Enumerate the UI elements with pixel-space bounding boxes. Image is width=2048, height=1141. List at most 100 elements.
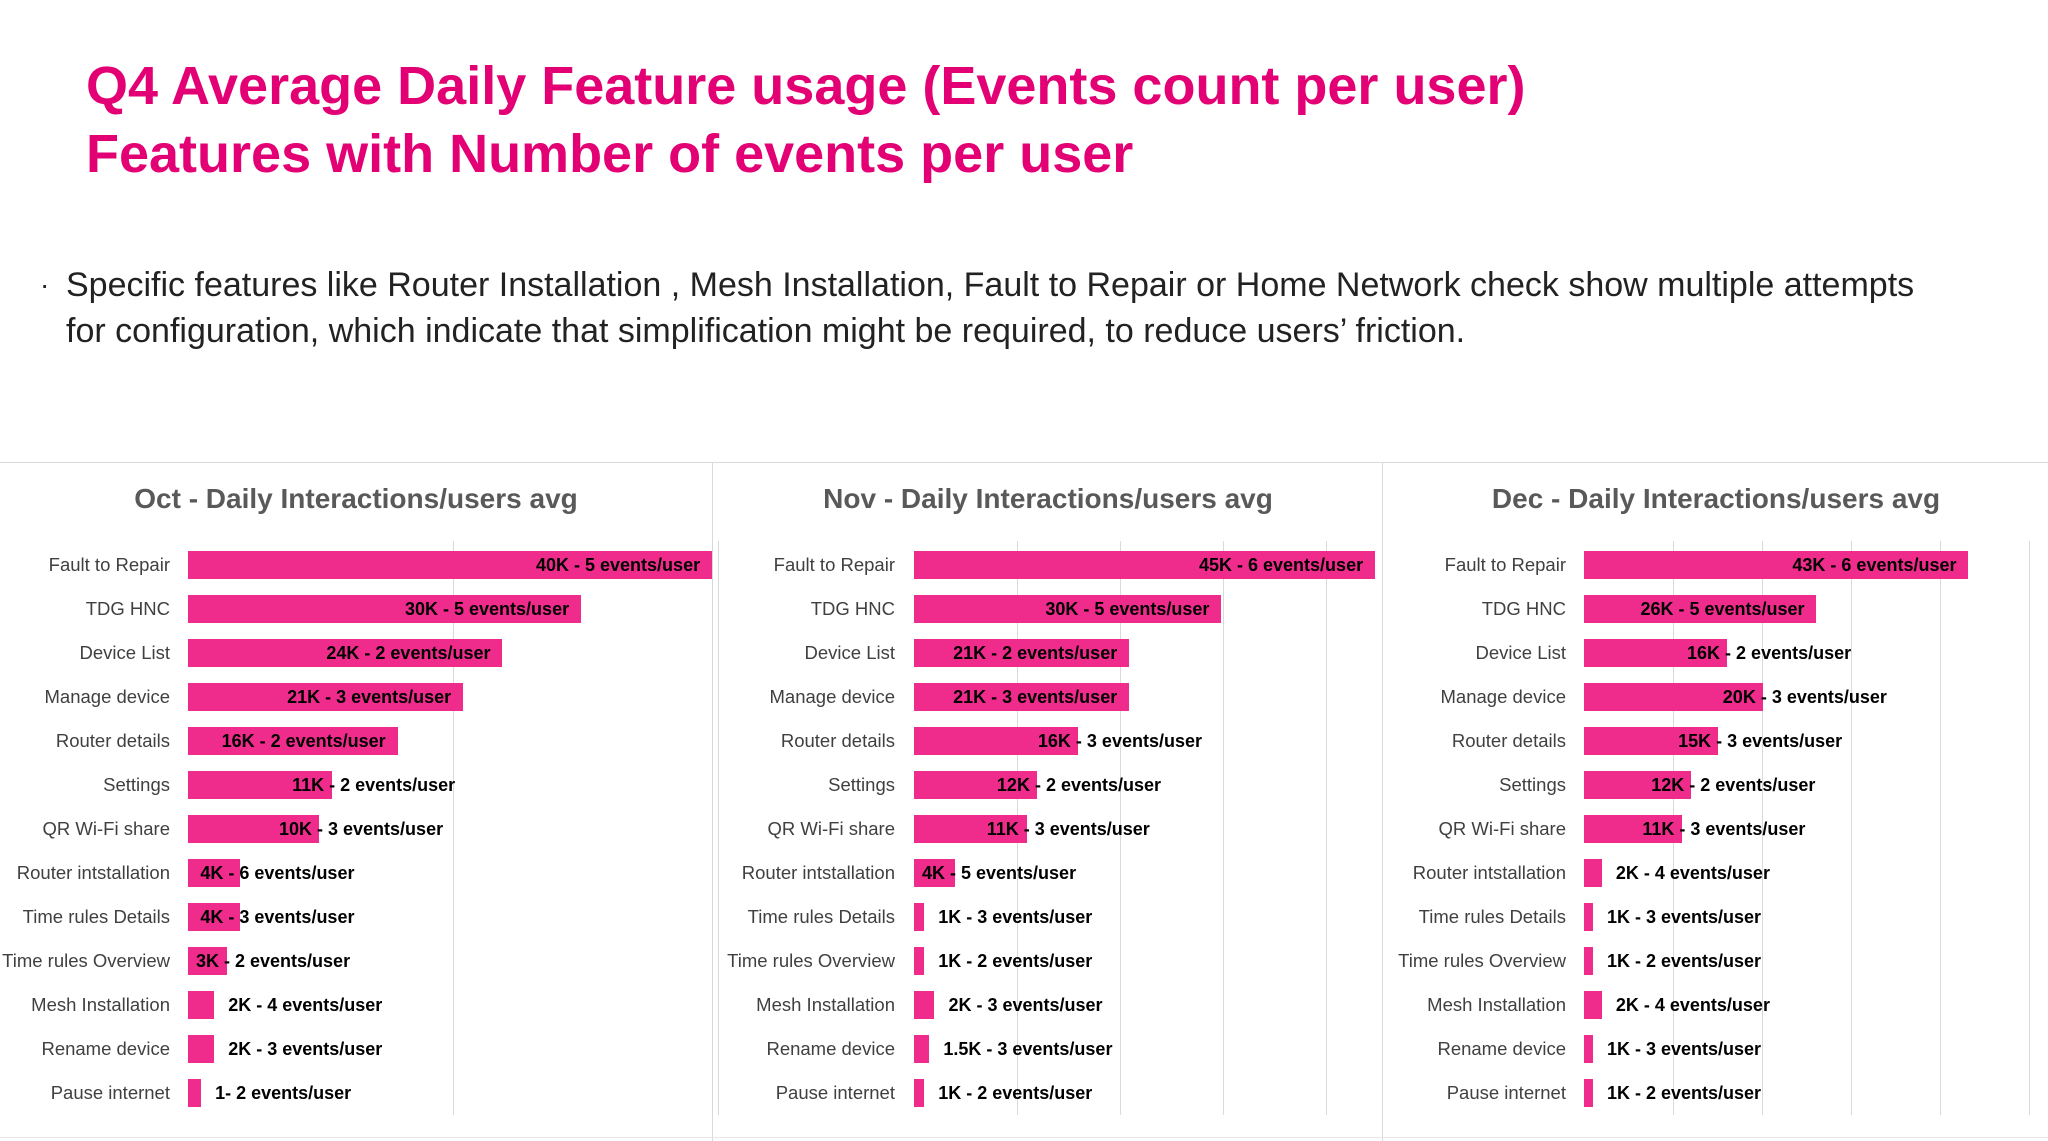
- data-label: 11K - 3 events/user: [986, 819, 1150, 839]
- data-label: 21K - 3 events/user: [953, 687, 1118, 707]
- gridline: [1120, 541, 1121, 1115]
- bar: [1584, 947, 1593, 975]
- category-label: Settings: [828, 774, 895, 795]
- bar: [914, 991, 935, 1019]
- category-label: Router intstallation: [16, 862, 170, 883]
- data-label: 1.5K - 3 events/user: [943, 1039, 1113, 1059]
- category-label: Rename device: [1437, 1038, 1566, 1059]
- category-label: QR Wi-Fi share: [1438, 818, 1566, 839]
- charts-area: Oct - Daily Interactions/users avg Fault…: [0, 462, 2048, 1141]
- bar: [914, 551, 1375, 579]
- bar: [914, 1035, 930, 1063]
- data-label: 30K - 5 events/user: [1045, 599, 1210, 619]
- data-label: 1K - 2 events/user: [938, 1083, 1093, 1103]
- bullet-text: Specific features like Router Installati…: [66, 266, 1915, 350]
- data-label: 1K - 3 events/user: [938, 907, 1093, 927]
- chart-plot: Fault to Repair 43K - 6 events/user TDG HN…: [1383, 463, 2048, 1141]
- gridline: [1851, 541, 1852, 1115]
- data-label: 2K - 4 events/user: [1615, 995, 1770, 1015]
- bar: [1584, 727, 1719, 755]
- bar: [188, 683, 464, 711]
- data-label: 1K - 3 events/user: [1606, 1039, 1762, 1059]
- data-label: 24K - 2 events/user: [326, 643, 491, 663]
- bar: [188, 1035, 215, 1063]
- category-label: Manage device: [769, 686, 895, 707]
- data-label: 40K - 5 events/user: [536, 555, 701, 575]
- chart-title: Dec - Daily Interactions/users avg: [1491, 483, 1941, 514]
- data-label: 1K - 2 events/user: [938, 951, 1093, 971]
- bar: [914, 771, 1037, 799]
- chart-dec: Dec - Daily Interactions/users avg Fault…: [1382, 463, 2048, 1141]
- gridline: [1762, 541, 1763, 1115]
- bar: [188, 639, 503, 667]
- gridline: [1326, 541, 1327, 1115]
- category-label: Rename device: [766, 1038, 895, 1059]
- bar: [188, 903, 241, 931]
- bottom-divider: [0, 1137, 2048, 1138]
- chart-title: Oct - Daily Interactions/users avg: [134, 483, 578, 514]
- bar: [914, 727, 1078, 755]
- gridline: [453, 541, 454, 1115]
- bar: [914, 815, 1027, 843]
- category-label: Router details: [1451, 730, 1566, 751]
- bar: [1584, 551, 1969, 579]
- chart-nov: Nov - Daily Interactions/users avg Fault…: [712, 463, 1383, 1141]
- bullet-icon: ·: [40, 269, 50, 300]
- data-label: 45K - 6 events/user: [1199, 555, 1364, 575]
- category-label: Settings: [1499, 774, 1566, 795]
- chart-plot: Fault to Repair 45K - 6 events/user TDG HN…: [713, 463, 1383, 1141]
- category-label: QR Wi-Fi share: [42, 818, 170, 839]
- slide-title-line-2: Features with Number of events per user: [86, 124, 1134, 184]
- category-label: Device List: [804, 642, 895, 663]
- bar: [914, 947, 925, 975]
- data-label: 2K - 4 events/user: [228, 995, 383, 1015]
- chart-plot: Fault to Repair 40K - 5 events/user TDG HN…: [0, 463, 719, 1141]
- category-label: Mesh Installation: [1427, 994, 1566, 1015]
- category-label: Mesh Installation: [756, 994, 895, 1015]
- data-label: 3K - 2 events/user: [196, 951, 351, 971]
- category-label: Fault to Repair: [48, 554, 170, 575]
- data-label: 16K - 3 events/user: [1037, 731, 1202, 751]
- category-label: Device List: [79, 642, 170, 663]
- bar: [1584, 1079, 1593, 1107]
- bar: [188, 1079, 202, 1107]
- category-label: Time rules Details: [747, 906, 895, 927]
- category-label: Router details: [55, 730, 170, 751]
- data-label: 12K - 2 events/user: [1651, 775, 1816, 795]
- data-label: 15K - 3 events/user: [1678, 731, 1843, 751]
- bar: [188, 859, 241, 887]
- category-label: Time rules Overview: [727, 950, 895, 971]
- category-label: Rename device: [41, 1038, 170, 1059]
- bar: [1584, 903, 1593, 931]
- data-label: 4K - 6 events/user: [200, 863, 355, 883]
- data-label: 1K - 3 events/user: [1606, 907, 1762, 927]
- bar: [188, 727, 398, 755]
- gridline: [718, 541, 719, 1115]
- category-label: Manage device: [1440, 686, 1566, 707]
- bar: [188, 947, 228, 975]
- data-label: 26K - 5 events/user: [1640, 599, 1805, 619]
- bar: [188, 551, 712, 579]
- slide-title: Q4 Average Daily Feature usage (Events c…: [86, 52, 1526, 188]
- bar: [1584, 991, 1602, 1019]
- bar: [914, 683, 1130, 711]
- bar: [1584, 595, 1817, 623]
- category-label: QR Wi-Fi share: [767, 818, 895, 839]
- category-label: Settings: [103, 774, 170, 795]
- category-label: TDG HNC: [810, 598, 895, 619]
- bar: [188, 595, 581, 623]
- gridline: [1223, 541, 1224, 1115]
- category-label: Time rules Details: [22, 906, 170, 927]
- bar: [188, 771, 333, 799]
- bar: [1584, 859, 1602, 887]
- bar: [188, 815, 319, 843]
- data-label: 16K - 2 events/user: [221, 731, 386, 751]
- category-label: TDG HNC: [85, 598, 170, 619]
- category-label: Pause internet: [1446, 1082, 1566, 1103]
- bar: [1584, 1035, 1593, 1063]
- bar: [1584, 639, 1728, 667]
- data-label: 20K - 3 events/user: [1722, 687, 1887, 707]
- data-label: 43K - 6 events/user: [1792, 555, 1957, 575]
- bar: [914, 595, 1222, 623]
- data-label: 11K - 2 events/user: [292, 775, 456, 795]
